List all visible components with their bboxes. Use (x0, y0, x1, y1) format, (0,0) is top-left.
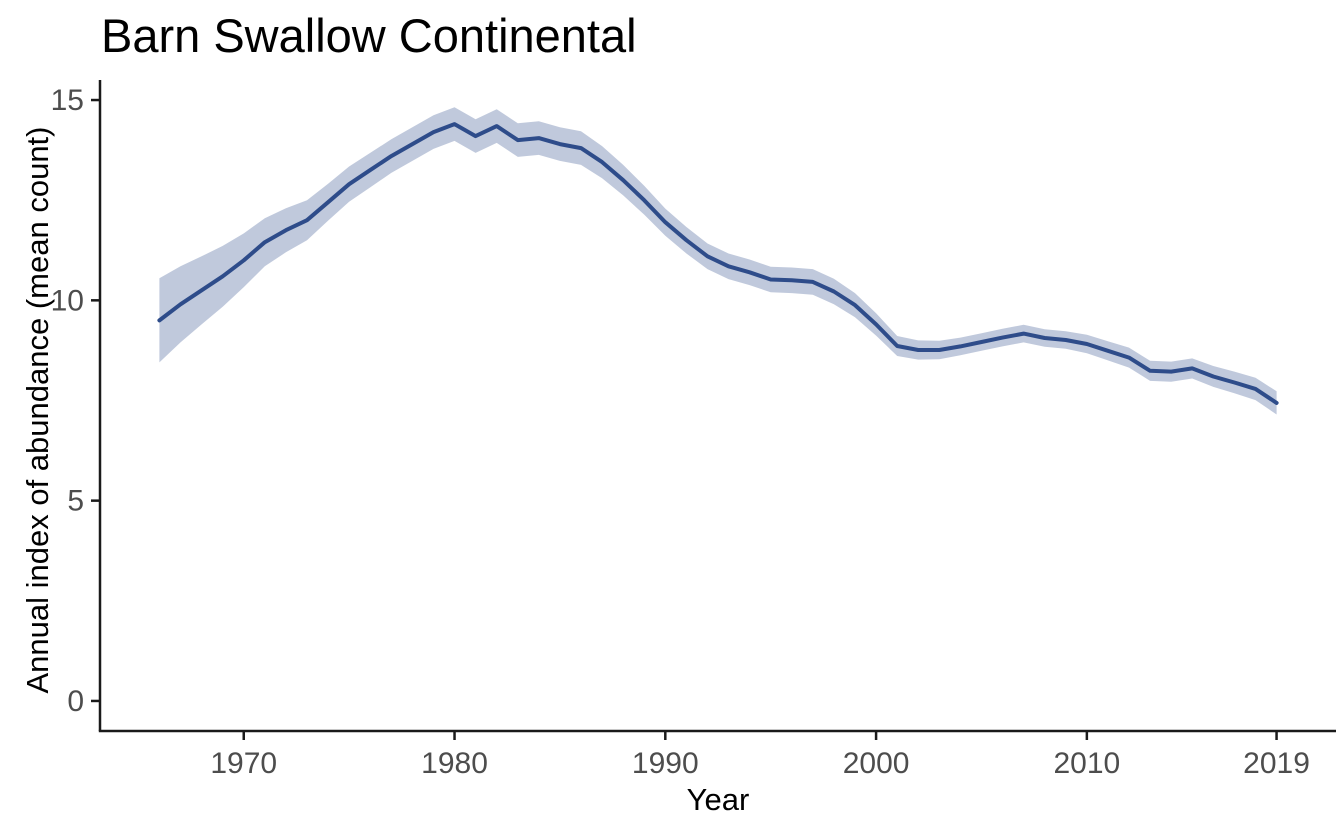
x-tick-label: 1970 (210, 747, 277, 780)
x-tick-label: 1980 (421, 747, 488, 780)
trend-line (157, 122, 1279, 405)
y-tick-label: 10 (51, 284, 84, 317)
y-axis-title: Annual index of abundance (mean count) (20, 126, 55, 694)
x-tick-label: 1990 (632, 747, 699, 780)
x-axis-title: Year (686, 782, 750, 817)
y-tick-label: 5 (67, 485, 84, 518)
x-tick-label: 2000 (843, 747, 910, 780)
chart-title: Barn Swallow Continental (101, 9, 637, 62)
y-tick-label: 15 (51, 84, 84, 117)
x-tick-label: 2010 (1053, 747, 1120, 780)
y-tick-label: 0 (67, 685, 84, 718)
x-tick-label: 2019 (1243, 747, 1310, 780)
